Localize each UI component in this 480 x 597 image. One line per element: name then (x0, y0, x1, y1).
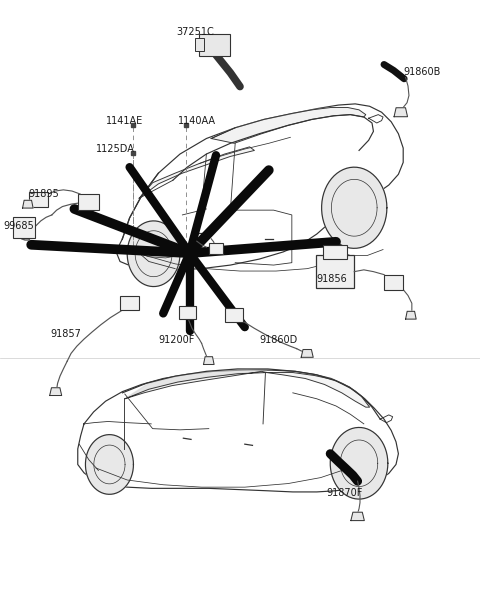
Polygon shape (78, 370, 398, 492)
Text: 91200F: 91200F (158, 336, 195, 345)
Bar (316, 255, 354, 288)
Text: 1141AE: 1141AE (106, 116, 143, 125)
Text: 91870F: 91870F (326, 488, 363, 497)
FancyBboxPatch shape (78, 194, 99, 210)
FancyBboxPatch shape (384, 275, 403, 290)
FancyBboxPatch shape (209, 243, 223, 254)
Text: 99685: 99685 (4, 221, 35, 230)
Text: 1125DA: 1125DA (96, 144, 135, 154)
Polygon shape (85, 435, 133, 494)
Polygon shape (125, 369, 266, 399)
Polygon shape (406, 312, 416, 319)
FancyBboxPatch shape (199, 34, 230, 56)
FancyBboxPatch shape (13, 217, 35, 238)
Text: 1140AA: 1140AA (178, 116, 216, 125)
Text: 91860B: 91860B (403, 67, 441, 76)
Polygon shape (50, 388, 61, 396)
Polygon shape (301, 350, 313, 357)
FancyBboxPatch shape (225, 308, 243, 322)
FancyBboxPatch shape (120, 296, 139, 310)
Polygon shape (116, 104, 403, 270)
FancyBboxPatch shape (323, 245, 348, 259)
Polygon shape (125, 371, 266, 399)
Polygon shape (211, 107, 366, 143)
Polygon shape (394, 107, 408, 116)
Polygon shape (266, 373, 370, 407)
Polygon shape (330, 427, 388, 499)
Text: 91860D: 91860D (259, 336, 298, 345)
Text: 91895: 91895 (29, 189, 60, 199)
Text: 91856: 91856 (317, 275, 348, 284)
FancyBboxPatch shape (29, 192, 48, 207)
Polygon shape (204, 356, 214, 364)
FancyBboxPatch shape (179, 306, 196, 319)
Polygon shape (322, 167, 387, 248)
Polygon shape (139, 147, 254, 198)
Text: 37251C: 37251C (177, 27, 215, 36)
Circle shape (184, 246, 195, 260)
Polygon shape (127, 221, 180, 287)
FancyBboxPatch shape (195, 38, 204, 51)
Text: 91857: 91857 (50, 330, 81, 339)
Polygon shape (23, 201, 33, 208)
Polygon shape (351, 512, 364, 521)
